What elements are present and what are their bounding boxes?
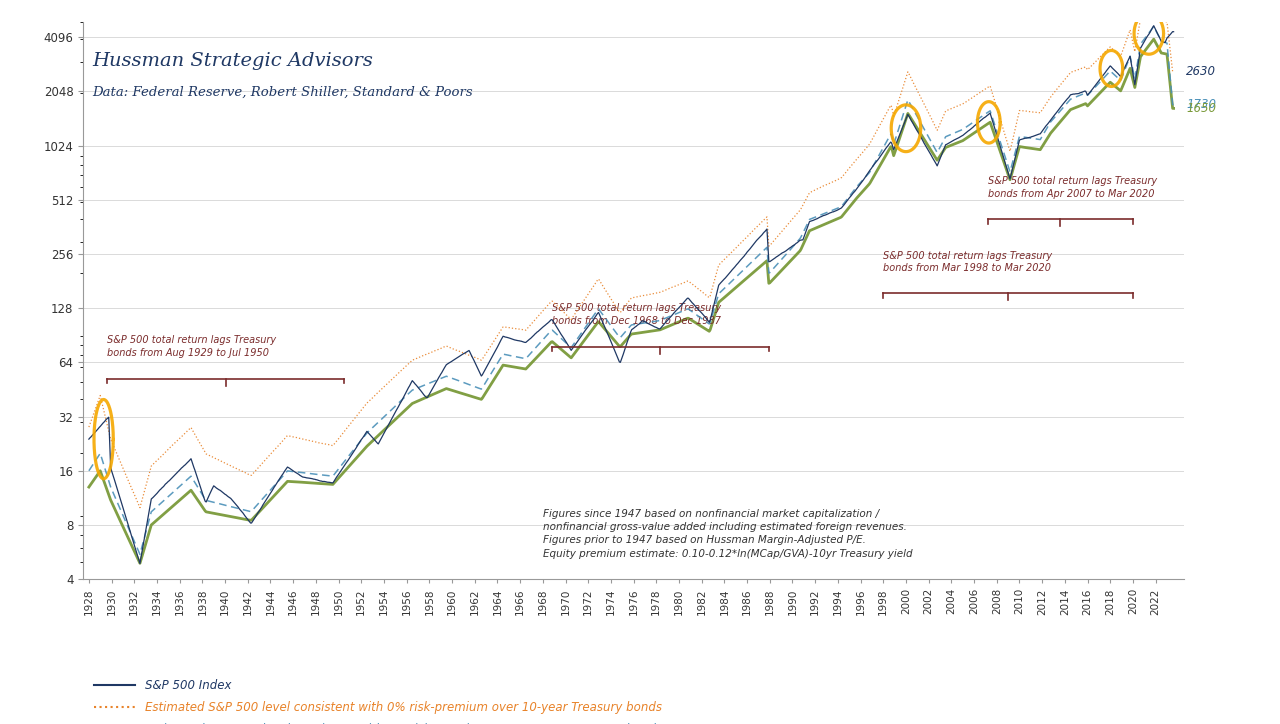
- Text: S&P 500 total return lags Treasury
bonds from Dec 1968 to Dec 1987: S&P 500 total return lags Treasury bonds…: [552, 303, 721, 326]
- Text: 1730: 1730: [1187, 98, 1216, 111]
- Text: Data: Federal Reserve, Robert Shiller, Standard & Poors: Data: Federal Reserve, Robert Shiller, S…: [92, 86, 472, 99]
- Text: 1650: 1650: [1187, 102, 1216, 115]
- Legend: S&P 500 Index, Estimated S&P 500 level consistent with 0% risk-premium over 10-y: S&P 500 Index, Estimated S&P 500 level c…: [90, 674, 667, 724]
- Text: Figures since 1947 based on nonfinancial market capitalization /
nonfinancial gr: Figures since 1947 based on nonfinancial…: [543, 509, 913, 559]
- Text: S&P 500 total return lags Treasury
bonds from Mar 1998 to Mar 2020: S&P 500 total return lags Treasury bonds…: [883, 251, 1052, 274]
- Text: S&P 500 total return lags Treasury
bonds from Aug 1929 to Jul 1950: S&P 500 total return lags Treasury bonds…: [108, 335, 276, 358]
- Text: 2630: 2630: [1187, 65, 1216, 78]
- Text: S&P 500 total return lags Treasury
bonds from Apr 2007 to Mar 2020: S&P 500 total return lags Treasury bonds…: [988, 176, 1157, 198]
- Text: Hussman Strategic Advisors: Hussman Strategic Advisors: [92, 52, 374, 70]
